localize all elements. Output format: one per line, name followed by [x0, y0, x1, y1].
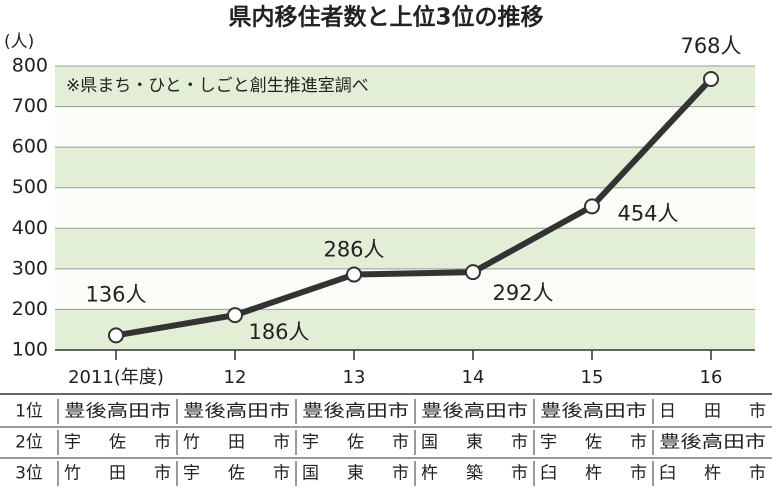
band	[55, 66, 755, 107]
table-cell: 豊後高田市	[302, 402, 409, 422]
band	[55, 147, 755, 188]
table-cell: 臼杵市	[659, 464, 766, 484]
table-cell: 宇佐市	[302, 433, 409, 453]
table-cell: 豊後高田市	[64, 402, 171, 422]
point	[465, 264, 481, 281]
value-label: 454人	[617, 201, 678, 225]
y-tick-label: 400	[12, 217, 48, 239]
x-tick-label: 16	[700, 367, 723, 388]
line	[115, 76, 714, 339]
y-tick-label: 500	[12, 176, 48, 198]
note: ※県まち・ひと・しごと創生推進室調べ	[66, 76, 369, 96]
table-cell: 宇佐市	[183, 464, 290, 484]
y-axis-label: (人)	[4, 32, 34, 52]
table-cell: 竹田市	[64, 464, 171, 484]
table-cell: 豊後高田市	[659, 433, 766, 453]
value-label: 186人	[248, 320, 309, 344]
rank-label: 2位	[15, 433, 43, 453]
band	[55, 228, 755, 269]
table-cell: 臼杵市	[540, 464, 647, 484]
x-tick-label: 13	[343, 367, 366, 388]
table-cell: 宇佐市	[64, 433, 171, 453]
table-cell: 豊後高田市	[183, 402, 290, 422]
point	[227, 307, 243, 324]
y-tick-label: 800	[12, 55, 48, 77]
table-cell: 竹田市	[183, 433, 290, 453]
x-tick-label: 2011(年度)	[68, 367, 164, 388]
y-tick-label: 300	[12, 257, 48, 279]
point	[703, 70, 719, 87]
point	[584, 198, 600, 215]
table-cell: 豊後高田市	[421, 402, 528, 422]
chart-title: 県内移住者数と上位3位の推移	[228, 4, 543, 31]
table-cell: 宇佐市	[540, 433, 647, 453]
table-cell: 国東市	[421, 433, 528, 453]
value-label: 768人	[680, 34, 741, 58]
band	[55, 309, 755, 350]
x-tick-label: 12	[224, 367, 247, 388]
band	[55, 187, 755, 229]
value-label: 286人	[323, 238, 384, 262]
band	[55, 106, 755, 148]
x-tick-label: 14	[462, 367, 485, 388]
y-tick-label: 700	[12, 95, 48, 117]
y-tick-label: 600	[12, 136, 48, 158]
y-tick-label: 200	[12, 298, 48, 320]
table-cell: 国東市	[302, 464, 409, 484]
table-cell: 豊後高田市	[540, 402, 647, 422]
point	[108, 327, 124, 344]
rank-label: 1位	[15, 402, 43, 422]
x-tick-label: 15	[581, 367, 604, 388]
value-label: 136人	[85, 282, 146, 306]
value-label: 292人	[492, 281, 553, 305]
y-tick-label: 100	[12, 339, 48, 361]
table-cell: 杵築市	[421, 464, 528, 484]
point	[346, 266, 362, 283]
rank-label: 3位	[15, 464, 43, 484]
table-cell: 日田市	[659, 402, 766, 422]
